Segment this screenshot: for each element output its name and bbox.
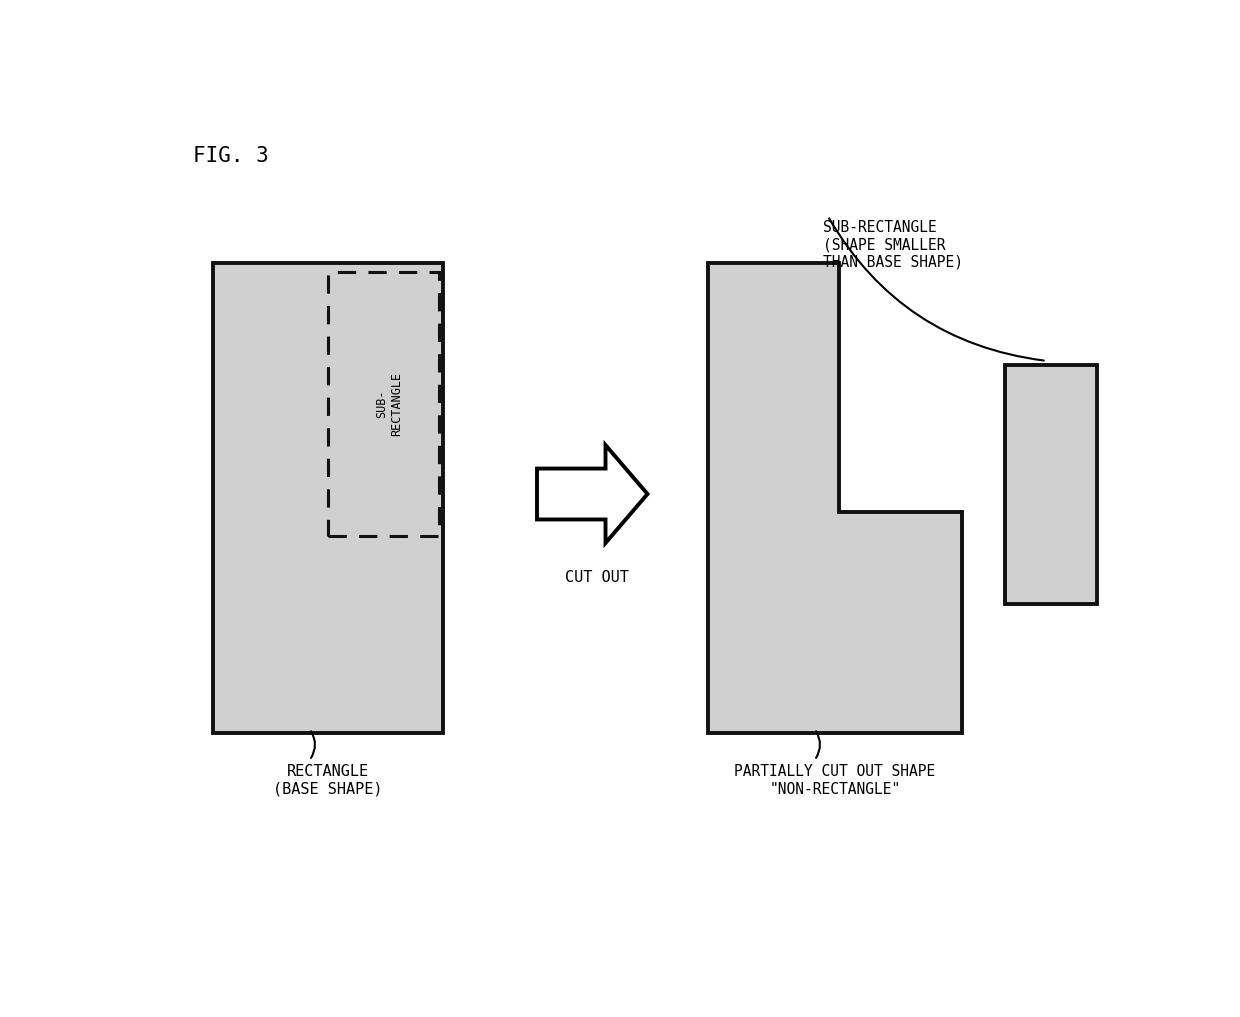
Text: FIG. 3: FIG. 3	[193, 145, 269, 166]
Text: SUB-
RECTANGLE: SUB- RECTANGLE	[374, 372, 403, 436]
Bar	[213, 263, 444, 733]
Text: RECTANGLE
(BASE SHAPE): RECTANGLE (BASE SHAPE)	[273, 764, 383, 796]
Polygon shape	[537, 445, 647, 543]
Text: SUB-RECTANGLE
(SHAPE SMALLER
THAN BASE SHAPE): SUB-RECTANGLE (SHAPE SMALLER THAN BASE S…	[823, 220, 963, 270]
Bar	[1006, 365, 1096, 604]
Bar	[327, 273, 439, 536]
Text: PARTIALLY CUT OUT SHAPE
"NON-RECTANGLE": PARTIALLY CUT OUT SHAPE "NON-RECTANGLE"	[734, 764, 935, 796]
Text: CUT OUT: CUT OUT	[565, 571, 629, 586]
Polygon shape	[708, 263, 962, 733]
